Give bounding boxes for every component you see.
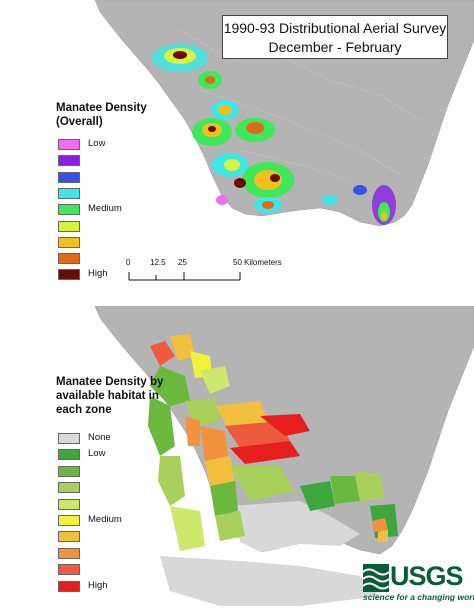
usgs-wordmark: USGS	[390, 561, 464, 591]
legend-row: Low	[58, 448, 178, 461]
legend-swatch	[58, 564, 80, 576]
usgs-wave-icon	[363, 564, 389, 592]
legend-swatch	[58, 187, 80, 199]
hotspot-outer	[216, 195, 228, 205]
map-title-line1: 1990-93 Distributional Aerial Survey	[223, 20, 447, 36]
legend-row	[58, 498, 178, 511]
hotspot-outer	[322, 195, 338, 205]
legend-row: Low	[58, 138, 178, 151]
legend-swatch	[58, 498, 80, 510]
legend-row	[58, 547, 178, 560]
habitat-legend-title: Manatee Density by available habitat in …	[56, 376, 164, 416]
scale-tick-label: 50	[233, 258, 242, 267]
land-inner-texture	[179, 29, 421, 181]
overall-legend-title: Manatee Density (Overall)	[56, 102, 147, 128]
hotspot-core	[173, 51, 187, 59]
hotspot-core	[234, 178, 246, 188]
legend-row	[58, 171, 178, 184]
legend-row	[58, 236, 178, 249]
hotspot-outer	[353, 185, 367, 195]
scale-unit-label: Kilometers	[244, 258, 282, 267]
legend-row	[58, 155, 178, 167]
map-title-line2: December - February	[268, 39, 402, 55]
density-zones	[148, 334, 398, 551]
legend-row: None	[58, 432, 178, 445]
habitat-density-map-panel: Manatee Density by available habitat in …	[0, 306, 474, 613]
scale-bar: 0 12.5 25 50 Kilometers	[120, 258, 290, 298]
hotspot-core	[270, 174, 280, 182]
legend-label: High	[88, 268, 108, 280]
legend-row	[58, 253, 178, 265]
legend-swatch	[58, 449, 80, 461]
overall-density-map-panel: 1990-93 Distributional Aerial Survey Dec…	[0, 0, 474, 303]
legend-swatch	[58, 204, 80, 216]
map-title-box: 1990-93 Distributional Aerial Survey Dec…	[222, 15, 448, 59]
legend-swatch	[58, 139, 80, 150]
zones-none	[160, 501, 380, 606]
legend-row: High	[58, 268, 178, 281]
legend-swatch	[58, 236, 80, 248]
legend-row	[58, 482, 178, 494]
legend-swatch	[58, 465, 80, 477]
legend-swatch	[58, 580, 80, 592]
density-hotspots	[152, 44, 396, 225]
panel-divider	[0, 303, 474, 306]
scale-tick-label: 12.5	[150, 258, 166, 267]
legend-swatch	[58, 531, 80, 543]
habitat-density-map	[94, 306, 474, 606]
hotspot-mid	[218, 105, 232, 115]
legend-swatch	[58, 433, 80, 444]
legend-row	[58, 564, 178, 576]
hotspot-mid	[246, 122, 264, 134]
legend-swatch	[58, 269, 80, 281]
legend-row	[58, 465, 178, 478]
hotspot-mid	[224, 159, 240, 171]
scale-tick-label: 0	[126, 258, 131, 267]
legend-swatch	[58, 253, 80, 265]
legend-row: High	[58, 579, 178, 593]
legend-label: Low	[88, 448, 106, 460]
legend-swatch	[58, 155, 80, 167]
hotspot-core	[208, 126, 216, 132]
hotspot-core	[381, 212, 387, 220]
scale-tick-label: 25	[178, 258, 187, 267]
legend-row	[58, 220, 178, 233]
legend-swatch	[58, 547, 80, 559]
legend-label: Medium	[88, 514, 122, 525]
legend-swatch	[58, 515, 80, 526]
legend-row: Medium	[58, 514, 178, 527]
scale-bar-graphic	[128, 272, 241, 281]
legend-row	[58, 187, 178, 200]
hotspot-core	[205, 76, 215, 84]
usgs-logo: USGS science for a changing world	[363, 561, 474, 609]
legend-label: Low	[88, 138, 106, 149]
legend-row: Medium	[58, 203, 178, 216]
legend-label: High	[88, 579, 108, 591]
legend-swatch	[58, 171, 80, 183]
hotspot-mid	[262, 201, 274, 209]
legend-label: Medium	[88, 203, 122, 215]
legend-label: None	[88, 432, 111, 443]
legend-swatch	[58, 482, 80, 494]
usgs-tagline: science for a changing world	[363, 592, 474, 602]
legend-swatch	[58, 220, 80, 232]
legend-row	[58, 531, 178, 543]
